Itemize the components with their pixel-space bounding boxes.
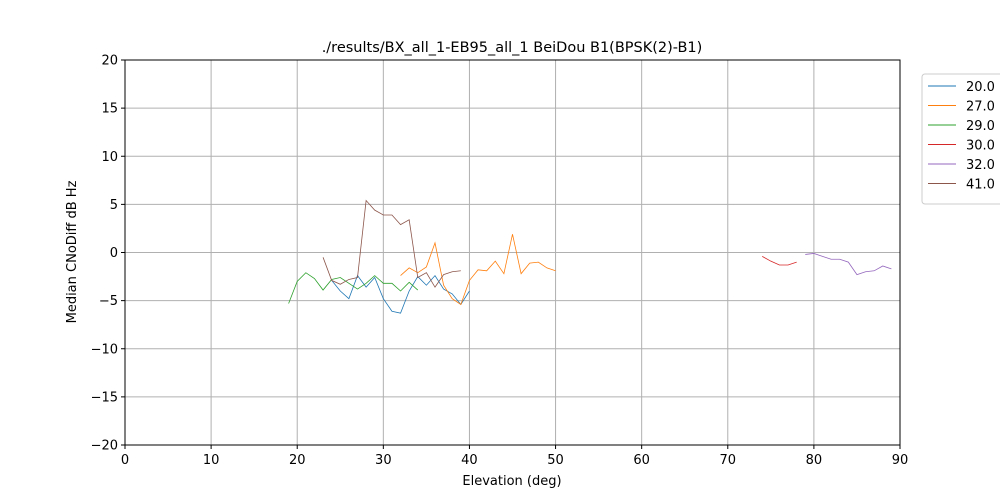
legend-frame <box>921 73 1000 205</box>
x-axis: 0 10 20 30 40 50 60 70 80 90 <box>121 445 908 468</box>
series-line-27.0 <box>400 234 556 306</box>
series-line-20.0 <box>331 274 470 314</box>
x-tick-label: 60 <box>633 453 650 468</box>
x-tick-label: 90 <box>892 453 909 468</box>
y-tick-label: 5 <box>110 198 118 213</box>
legend-label: 30.0 <box>966 139 995 154</box>
grid <box>124 59 901 446</box>
series-line-41.0 <box>322 199 461 288</box>
y-tick-label: −5 <box>99 294 118 309</box>
x-tick-label: 80 <box>806 453 823 468</box>
y-tick-label: 20 <box>101 54 118 69</box>
x-tick-label: 0 <box>121 453 129 468</box>
x-tick-label: 20 <box>289 453 306 468</box>
y-axis: −20 −15 −10 −5 0 5 10 15 20 <box>91 54 125 454</box>
y-tick-label: −15 <box>91 390 118 405</box>
series-line-32.0 <box>805 253 892 276</box>
chart-title: ./results/BX_all_1-EB95_all_1 BeiDou B1(… <box>322 40 703 56</box>
legend-label: 27.0 <box>966 100 995 115</box>
y-tick-label: −10 <box>91 342 118 357</box>
series-line-30.0 <box>762 256 797 266</box>
x-tick-label: 40 <box>461 453 478 468</box>
y-tick-label: −20 <box>91 439 118 454</box>
y-tick-label: 0 <box>110 246 118 261</box>
legend: 20.0 27.0 29.0 30.0 32.0 41.0 <box>921 73 1000 205</box>
x-tick-label: 30 <box>375 453 392 468</box>
y-tick-label: 15 <box>101 102 118 117</box>
x-tick-label: 50 <box>547 453 564 468</box>
y-tick-label: 10 <box>101 150 118 165</box>
series-line-29.0 <box>288 272 419 304</box>
legend-label: 20.0 <box>966 80 995 95</box>
legend-label: 32.0 <box>966 158 995 173</box>
series-lines <box>288 199 892 314</box>
x-tick-label: 10 <box>203 453 220 468</box>
x-axis-label: Elevation (deg) <box>462 474 561 489</box>
y-axis-label: Median CNoDiff dB Hz <box>65 180 80 323</box>
legend-label: 29.0 <box>966 119 995 134</box>
legend-label: 41.0 <box>966 178 995 193</box>
x-tick-label: 70 <box>720 453 737 468</box>
